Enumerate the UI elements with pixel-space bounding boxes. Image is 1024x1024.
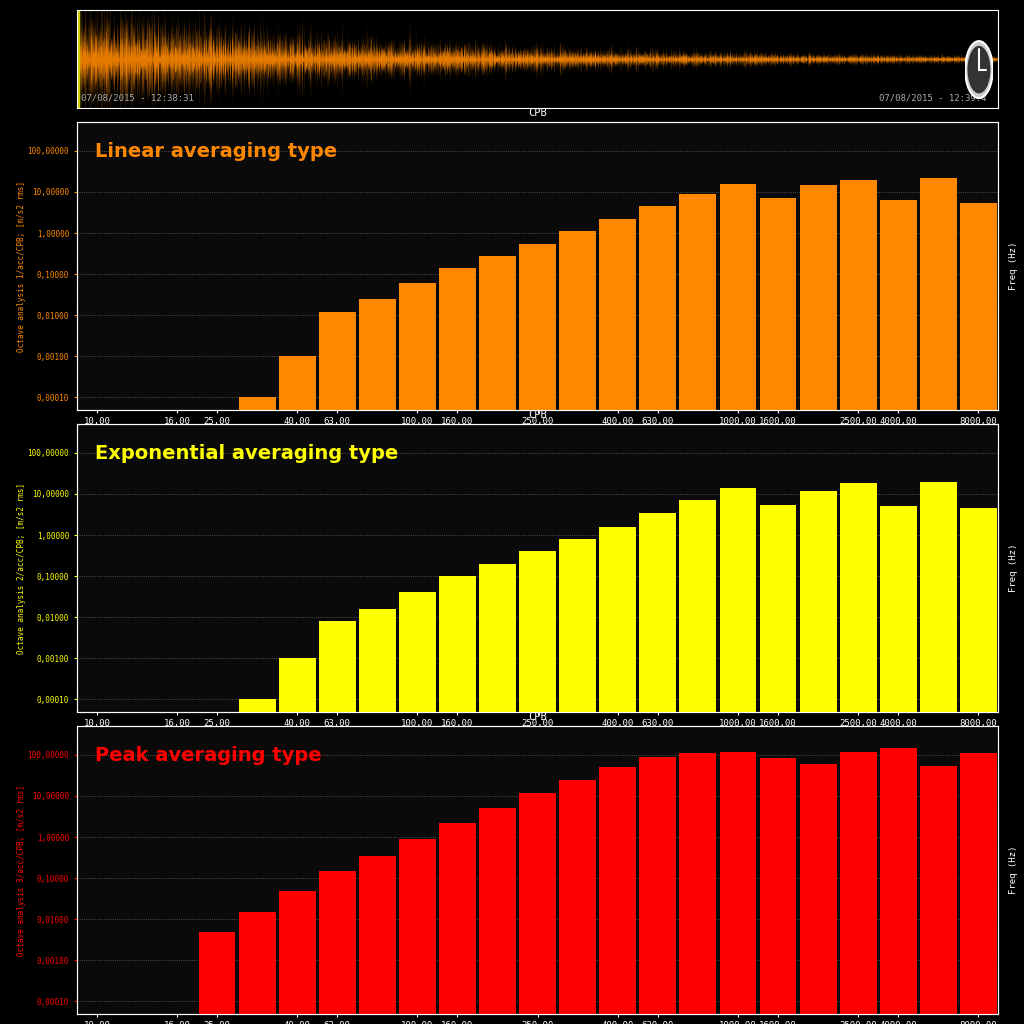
- Bar: [159, 479, 196, 1024]
- Bar: [680, 501, 717, 1024]
- Bar: [840, 483, 877, 1024]
- Bar: [479, 564, 516, 1024]
- Bar: [880, 748, 916, 1024]
- Bar: [199, 479, 236, 1024]
- Bar: [479, 808, 516, 1024]
- Bar: [439, 577, 476, 1024]
- Bar: [760, 199, 797, 1024]
- Bar: [680, 194, 717, 1024]
- Y-axis label: Freq (Hz): Freq (Hz): [1009, 544, 1018, 592]
- Bar: [399, 593, 436, 1024]
- Text: CPB: CPB: [528, 108, 547, 118]
- Bar: [920, 766, 956, 1024]
- Bar: [318, 312, 355, 1024]
- Y-axis label: Octave analysis 2/acc/CPB; [m/s2 rms]: Octave analysis 2/acc/CPB; [m/s2 rms]: [17, 482, 27, 653]
- Bar: [800, 184, 837, 1024]
- Bar: [559, 231, 596, 1024]
- Bar: [880, 200, 916, 1024]
- Bar: [519, 244, 556, 1024]
- Bar: [439, 268, 476, 1024]
- Circle shape: [966, 41, 992, 98]
- Bar: [318, 870, 355, 1024]
- Bar: [599, 767, 636, 1024]
- Bar: [639, 513, 676, 1024]
- Bar: [239, 397, 275, 1024]
- Text: Peak averaging type: Peak averaging type: [95, 746, 322, 765]
- Bar: [559, 779, 596, 1024]
- Bar: [880, 506, 916, 1024]
- Bar: [239, 912, 275, 1024]
- Bar: [599, 526, 636, 1024]
- Bar: [399, 284, 436, 1024]
- Bar: [199, 781, 236, 1024]
- Bar: [720, 183, 757, 1024]
- Bar: [519, 551, 556, 1024]
- Bar: [358, 299, 395, 1024]
- Bar: [479, 256, 516, 1024]
- Bar: [439, 823, 476, 1024]
- Bar: [159, 781, 196, 1024]
- Bar: [399, 839, 436, 1024]
- Bar: [920, 481, 956, 1024]
- Bar: [279, 891, 315, 1024]
- Bar: [519, 793, 556, 1024]
- Bar: [800, 764, 837, 1024]
- Bar: [279, 658, 315, 1024]
- Text: Exponential averaging type: Exponential averaging type: [95, 444, 398, 463]
- Y-axis label: Octave analysis 1/acc/CPB; [m/s2 rms]: Octave analysis 1/acc/CPB; [m/s2 rms]: [17, 180, 27, 351]
- Bar: [279, 356, 315, 1024]
- Bar: [959, 754, 996, 1024]
- Bar: [79, 479, 116, 1024]
- Bar: [760, 758, 797, 1024]
- Bar: [720, 752, 757, 1024]
- Bar: [239, 699, 275, 1024]
- Bar: [959, 203, 996, 1024]
- Y-axis label: Freq (Hz): Freq (Hz): [1009, 846, 1018, 894]
- Bar: [720, 488, 757, 1024]
- Bar: [119, 479, 156, 1024]
- Bar: [318, 622, 355, 1024]
- Bar: [79, 781, 116, 1024]
- Bar: [358, 609, 395, 1024]
- Bar: [680, 754, 717, 1024]
- Bar: [199, 932, 236, 1024]
- Bar: [959, 508, 996, 1024]
- Circle shape: [968, 46, 990, 93]
- Bar: [840, 752, 877, 1024]
- Y-axis label: Freq (Hz): Freq (Hz): [1009, 242, 1018, 290]
- Bar: [760, 505, 797, 1024]
- Text: 07/08/2015 - 12:39:4: 07/08/2015 - 12:39:4: [879, 94, 986, 102]
- Bar: [119, 781, 156, 1024]
- Bar: [840, 179, 877, 1024]
- Bar: [639, 757, 676, 1024]
- Y-axis label: Octave analysis 3/acc/CPB; [m/s2 rms]: Octave analysis 3/acc/CPB; [m/s2 rms]: [17, 784, 27, 955]
- Bar: [559, 539, 596, 1024]
- Bar: [800, 490, 837, 1024]
- Bar: [599, 219, 636, 1024]
- Text: CPB: CPB: [528, 410, 547, 420]
- Bar: [358, 856, 395, 1024]
- Text: CPB: CPB: [528, 712, 547, 722]
- Bar: [639, 206, 676, 1024]
- Text: Linear averaging type: Linear averaging type: [95, 142, 337, 161]
- Text: 07/08/2015 - 12:38:31: 07/08/2015 - 12:38:31: [82, 94, 195, 102]
- Bar: [920, 178, 956, 1024]
